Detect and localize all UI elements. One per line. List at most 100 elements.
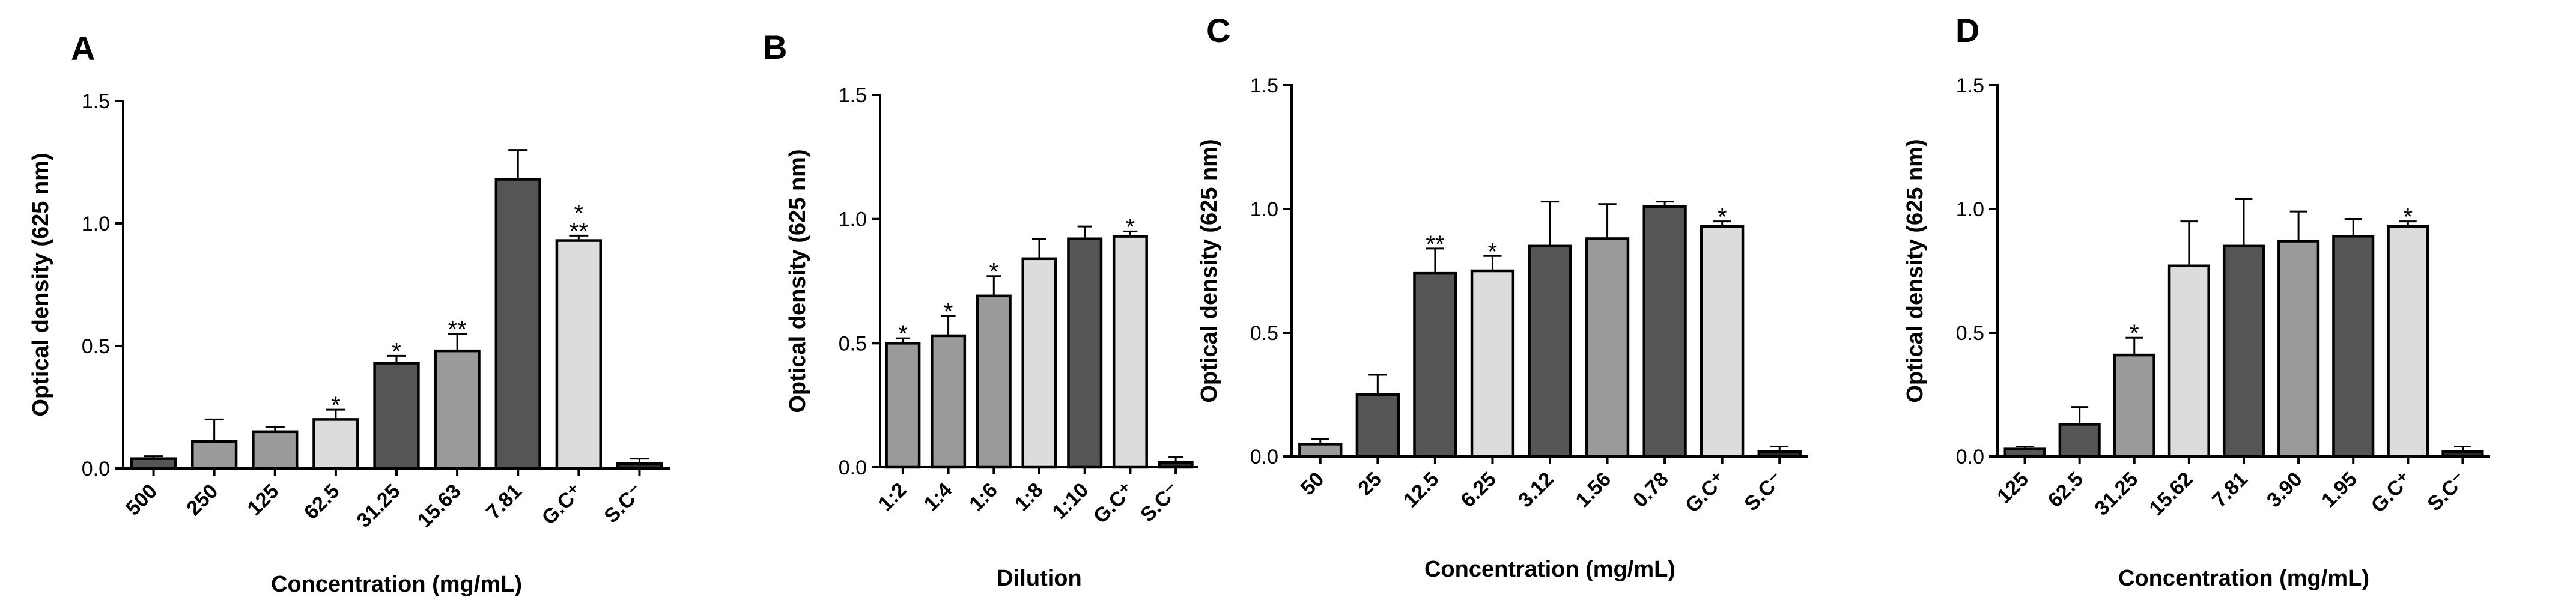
bar xyxy=(931,334,967,469)
bar xyxy=(130,457,177,470)
significance-label: * xyxy=(898,321,908,347)
significance-label: ** xyxy=(1426,231,1444,258)
x-tick-label: 15.63 xyxy=(413,480,466,532)
y-tick-label: 1.5 xyxy=(839,84,867,107)
bar xyxy=(1700,225,1745,458)
x-tick-label: 7.81 xyxy=(2208,468,2252,512)
y-tick-label: 0.5 xyxy=(1250,322,1278,345)
bar xyxy=(2277,240,2320,458)
y-axis-title: Optical density (625 nm) xyxy=(785,149,810,413)
significance-label: * xyxy=(2404,204,2413,231)
x-tick-label: G.C⁺ xyxy=(1681,468,1730,517)
y-tick-label: 0.5 xyxy=(1956,322,1984,345)
panel-letter: D xyxy=(1955,11,1979,49)
bar xyxy=(2387,225,2429,458)
y-tick-label: 1.0 xyxy=(1250,198,1278,221)
x-axis-title: Dilution xyxy=(997,566,1081,591)
significance-label: * xyxy=(331,392,341,419)
significance-label: * xyxy=(989,259,998,285)
x-axis-title: Concentration (mg/mL) xyxy=(1424,557,1675,582)
significance-label: ** xyxy=(570,218,588,244)
y-tick-label: 1.5 xyxy=(1250,74,1278,97)
y-tick-label: 1.5 xyxy=(1956,74,1984,97)
y-tick-label: 1.5 xyxy=(82,90,110,113)
x-tick-label: S.C⁻ xyxy=(1136,479,1184,527)
bar xyxy=(312,418,359,470)
x-tick-label: 1.56 xyxy=(1572,468,1616,512)
bar xyxy=(434,349,481,470)
bar xyxy=(252,430,299,470)
x-axis-title: Concentration (mg/mL) xyxy=(271,572,522,597)
bar xyxy=(2332,235,2375,458)
bar xyxy=(555,239,602,470)
x-tick-label: G.C⁺ xyxy=(2367,468,2416,517)
x-tick-label: 1:4 xyxy=(920,479,957,516)
x-tick-label: 1:2 xyxy=(874,479,911,516)
x-tick-label: S.C⁻ xyxy=(600,480,648,528)
bar xyxy=(1067,237,1103,469)
panel-d: D 0.0 0.5 1.0 1.5 Optical density (625 nm) 125… xyxy=(1903,11,2490,591)
bar xyxy=(2167,264,2210,458)
significance-label: * xyxy=(1718,204,1727,231)
significance-label: * xyxy=(574,200,584,226)
significance-label: * xyxy=(1488,238,1498,265)
x-tick-label: 25 xyxy=(1353,468,1386,500)
bar xyxy=(494,178,541,470)
x-tick-label: 500 xyxy=(121,480,162,520)
y-tick-label: 1.0 xyxy=(1956,198,1984,221)
bar xyxy=(191,440,238,470)
bar xyxy=(1298,443,1343,458)
x-tick-label: 12.5 xyxy=(1399,468,1444,512)
x-tick-label: 3.90 xyxy=(2262,468,2307,512)
bar xyxy=(2003,447,2046,458)
panel-letter: C xyxy=(1206,11,1230,49)
y-tick-label: 0.5 xyxy=(839,332,867,355)
bar xyxy=(1585,237,1630,458)
bar xyxy=(2222,244,2265,458)
bar xyxy=(2058,423,2101,458)
panel-letter: A xyxy=(71,29,95,67)
y-tick-label: 1.0 xyxy=(82,213,110,235)
bar xyxy=(976,294,1012,469)
y-axis-title: Optical density (625 nm) xyxy=(1197,139,1222,402)
x-tick-label: 50 xyxy=(1296,468,1329,500)
y-axis-title: Optical density (625 nm) xyxy=(28,153,53,416)
x-tick-label: S.C⁻ xyxy=(2423,468,2471,516)
bar xyxy=(616,462,663,470)
y-tick-label: 0.0 xyxy=(839,456,867,479)
y-tick-label: 0.0 xyxy=(1956,446,1984,468)
y-tick-label: 0.5 xyxy=(82,335,110,358)
x-tick-label: 6.25 xyxy=(1456,468,1501,512)
bar xyxy=(1112,235,1148,469)
x-tick-label: 7.81 xyxy=(482,480,526,524)
panel-c: C 0.0 0.5 1.0 1.5 Optical density (625 nm) 50 2… xyxy=(1197,11,1808,582)
significance-label: * xyxy=(944,298,953,325)
x-tick-label: 125 xyxy=(1993,468,2033,508)
bar xyxy=(1642,205,1687,458)
x-tick-label: G.C⁺ xyxy=(538,480,587,529)
x-tick-label: 31.25 xyxy=(2090,468,2142,520)
x-tick-label: 3.12 xyxy=(1514,468,1558,512)
x-tick-label: 1:10 xyxy=(1048,479,1093,524)
bar xyxy=(2113,353,2155,458)
significance-label: * xyxy=(1126,214,1135,240)
y-axis-title: Optical density (625 nm) xyxy=(1903,139,1928,402)
bar xyxy=(1757,450,1802,458)
y-tick-label: 0.0 xyxy=(1250,446,1278,468)
bar xyxy=(373,362,420,470)
x-tick-label: 250 xyxy=(182,480,222,520)
x-axis-title: Concentration (mg/mL) xyxy=(2118,566,2369,591)
x-tick-label: 62.5 xyxy=(300,480,344,524)
x-tick-label: 1:8 xyxy=(1010,479,1048,516)
x-tick-label: 0.78 xyxy=(1629,468,1673,512)
x-tick-label: 31.25 xyxy=(353,480,405,532)
x-tick-label: 15.62 xyxy=(2145,468,2198,520)
bar xyxy=(2441,450,2484,458)
x-tick-label: 1:6 xyxy=(965,479,1002,516)
panel-letter: B xyxy=(763,28,787,66)
bar xyxy=(1470,269,1515,458)
panel-a: A 0.0 0.5 1.0 1.5 Optical density (625 nm) 500… xyxy=(28,29,670,597)
x-tick-label: G.C⁺ xyxy=(1089,479,1138,528)
x-tick-label: 62.5 xyxy=(2044,468,2088,512)
